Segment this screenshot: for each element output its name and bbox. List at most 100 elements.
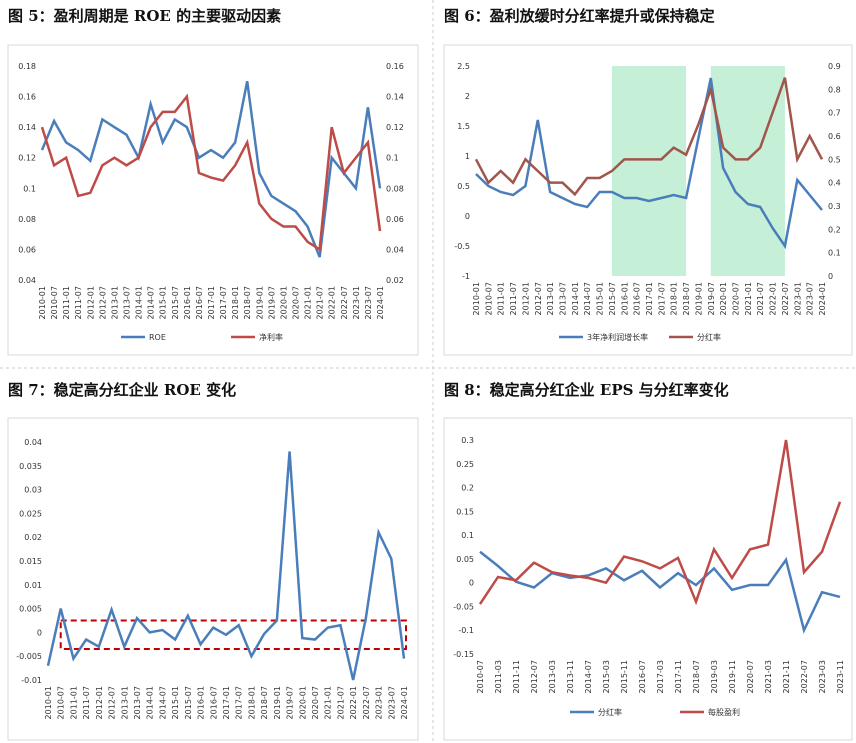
y-tick-label: 2: [465, 92, 470, 101]
x-tick-label: 2013-11: [566, 660, 575, 693]
y2-tick-label: 0.12: [386, 123, 404, 132]
x-tick-label: 2010-07: [484, 282, 493, 315]
y2-tick-label: 0.8: [828, 85, 841, 94]
x-tick-label: 2022-01: [328, 286, 337, 319]
y-tick-label: 0.015: [19, 557, 42, 566]
x-tick-label: 2011-11: [512, 660, 521, 693]
x-tick-label: 2011-07: [74, 286, 83, 319]
x-tick-label: 2019-03: [710, 660, 719, 693]
series-line: [46, 451, 406, 681]
y-tick-label: -1: [462, 272, 470, 281]
x-tick-label: 2017-07: [657, 282, 666, 315]
x-tick-label: 2015-03: [602, 660, 611, 693]
x-tick-label: 2011-03: [494, 660, 503, 693]
x-tick-label: 2023-11: [836, 660, 845, 693]
x-tick-label: 2021-11: [782, 660, 791, 693]
x-tick-label: 2012-07: [108, 686, 117, 719]
x-tick-label: 2019-07: [707, 282, 716, 315]
x-tick-label: 2016-07: [209, 686, 218, 719]
chart-frame: [443, 417, 853, 741]
chart-frame: [443, 44, 853, 356]
x-tick-label: 2022-07: [362, 686, 371, 719]
x-tick-label: 2017-07: [235, 686, 244, 719]
x-tick-label: 2013-07: [133, 686, 142, 719]
x-tick-label: 2023-01: [375, 686, 384, 719]
x-tick-label: 2018-07: [260, 686, 269, 719]
x-tick-label: 2013-03: [548, 660, 557, 693]
x-tick-label: 2016-01: [183, 286, 192, 319]
series-line: [478, 439, 842, 606]
x-tick-label: 2023-07: [364, 286, 373, 319]
y-tick-label: 0.03: [24, 486, 42, 495]
y-tick-label: 0.06: [18, 245, 36, 254]
y-tick-label: 0.02: [24, 533, 42, 542]
y-tick-label: 0.2: [461, 484, 474, 493]
x-tick-label: 2023-07: [387, 686, 396, 719]
x-tick-label: 2016-01: [197, 686, 206, 719]
x-tick-label: 2019-07: [267, 286, 276, 319]
x-tick-label: 2016-01: [620, 282, 629, 315]
y-tick-label: 0.025: [19, 509, 42, 518]
x-tick-label: 2017-11: [674, 660, 683, 693]
x-tick-label: 2010-01: [44, 686, 53, 719]
x-tick-label: 2022-07: [781, 282, 790, 315]
y-tick-label: 0.1: [461, 531, 474, 540]
x-tick-label: 2014-01: [571, 282, 580, 315]
x-tick-label: 2017-01: [207, 286, 216, 319]
x-tick-label: 2023-03: [818, 660, 827, 693]
x-tick-label: 2020-07: [292, 286, 301, 319]
y-tick-label: 0.12: [18, 154, 36, 163]
y2-tick-label: 0.9: [828, 62, 841, 71]
x-tick-label: 2017-07: [219, 286, 228, 319]
x-tick-label: 2011-07: [82, 686, 91, 719]
x-tick-label: 2012-01: [95, 686, 104, 719]
x-tick-label: 2017-03: [656, 660, 665, 693]
x-tick-label: 2024-01: [818, 282, 827, 315]
y-tick-label: 0.08: [18, 215, 36, 224]
y-tick-label: 0.01: [24, 581, 42, 590]
x-tick-label: 2016-07: [638, 660, 647, 693]
legend-label: 净利率: [259, 332, 283, 342]
x-tick-label: 2011-01: [62, 286, 71, 319]
x-tick-label: 2012-01: [521, 282, 530, 315]
y-tick-label: 1: [465, 152, 470, 161]
x-tick-label: 2014-07: [158, 686, 167, 719]
x-tick-label: 2017-01: [222, 686, 231, 719]
y-tick-label: 0.18: [18, 62, 36, 71]
x-tick-label: 2014-07: [147, 286, 156, 319]
y-tick-label: -0.1: [458, 626, 474, 635]
x-tick-label: 2015-07: [608, 282, 617, 315]
y-tick-label: -0.5: [454, 242, 470, 251]
x-tick-label: 2010-01: [38, 286, 47, 319]
x-tick-label: 2020-01: [298, 686, 307, 719]
x-tick-label: 2014-07: [584, 660, 593, 693]
x-tick-label: 2023-07: [806, 282, 815, 315]
x-tick-label: 2014-01: [146, 686, 155, 719]
x-tick-label: 2012-07: [530, 660, 539, 693]
y-tick-label: 0.14: [18, 123, 36, 132]
x-tick-label: 2020-01: [279, 286, 288, 319]
y-tick-label: 0: [37, 628, 42, 637]
x-tick-label: 2018-01: [670, 282, 679, 315]
x-tick-label: 2019-01: [694, 282, 703, 315]
series-line: [474, 77, 824, 197]
y-tick-label: 0: [465, 212, 470, 221]
x-tick-label: 2023-01: [352, 286, 361, 319]
y-tick-label: 0.3: [461, 436, 474, 445]
legend-label: ROE: [149, 333, 166, 342]
x-tick-label: 2012-07: [98, 286, 107, 319]
y-tick-label: -0.05: [453, 602, 474, 611]
y-tick-label: 2.5: [457, 62, 470, 71]
x-tick-label: 2020-01: [719, 282, 728, 315]
x-tick-label: 2016-07: [195, 286, 204, 319]
chart-title: 图 7：稳定高分红企业 ROE 变化: [8, 381, 236, 399]
legend-label: 每股盈利: [708, 707, 740, 717]
x-tick-label: 2015-01: [171, 686, 180, 719]
x-tick-label: 2014-01: [135, 286, 144, 319]
legend-label: 分红率: [598, 707, 622, 717]
x-tick-label: 2011-01: [69, 686, 78, 719]
x-tick-label: 2018-07: [243, 286, 252, 319]
y2-tick-label: 0.02: [386, 276, 404, 285]
x-tick-label: 2022-01: [349, 686, 358, 719]
